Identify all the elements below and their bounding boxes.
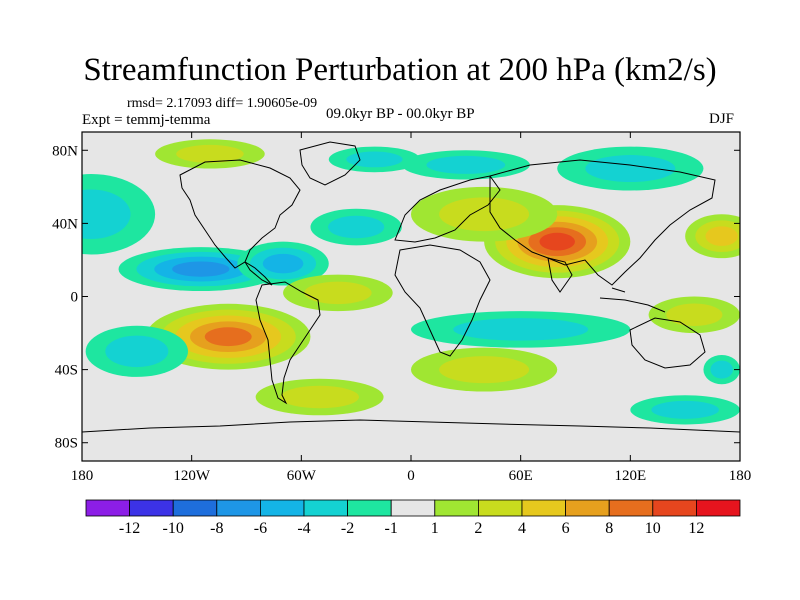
- coastline-north-america: [179, 159, 301, 286]
- lon-tick-label: 180: [729, 468, 752, 484]
- coastline-greenland: [299, 141, 361, 186]
- colorbar-label: 2: [474, 520, 482, 537]
- field-contour: [172, 261, 230, 277]
- field-contour: [346, 151, 403, 168]
- colorbar-label: -1: [385, 520, 398, 537]
- field-contour: [176, 144, 244, 163]
- field-contour: [262, 253, 304, 274]
- colorbar-label: -8: [210, 520, 223, 537]
- colorbar-swatch: [608, 499, 654, 517]
- field-contour: [204, 327, 252, 347]
- colorbar-swatch: [565, 499, 610, 517]
- coastline-africa: [394, 244, 491, 357]
- colorbar-swatch: [85, 499, 130, 517]
- field-contour: [585, 155, 676, 183]
- axis-ticks: 80N 40N 0 40S 80S 180 120W 60W 0 60E 120E 180: [52, 132, 751, 484]
- colorbar-swatch: [477, 499, 523, 517]
- field-contour: [439, 356, 530, 384]
- lon-tick-label: 120E: [614, 468, 646, 484]
- colorbar-swatch: [129, 499, 174, 517]
- coastlines: [82, 141, 740, 433]
- lat-tick-label: 0: [71, 290, 79, 306]
- field-contour: [304, 281, 372, 305]
- colorbar-label: 6: [562, 520, 570, 537]
- coastline-india: [547, 257, 573, 293]
- colorbar-label: 4: [518, 520, 526, 537]
- field-layer: [82, 139, 740, 425]
- field-contour: [666, 303, 723, 327]
- lon-tick-label: 180: [71, 468, 94, 484]
- colorbar-label: 10: [645, 520, 661, 537]
- colorbar-label: -12: [119, 520, 140, 537]
- colorbar-label: -4: [297, 520, 310, 537]
- coastline-south-america: [255, 281, 321, 405]
- field-contour: [539, 232, 575, 251]
- field-contour: [82, 189, 131, 239]
- colorbar-label: 8: [605, 520, 613, 537]
- colorbar-label: 12: [688, 520, 704, 537]
- coastline-asia: [489, 159, 716, 286]
- colorbar-label: 1: [431, 520, 439, 537]
- lat-tick-label: 40N: [52, 216, 78, 232]
- lat-tick-label: 80N: [52, 143, 78, 159]
- colorbar-swatch: [696, 499, 741, 517]
- coastline-europe: [394, 175, 501, 243]
- colorbar-swatch: [521, 499, 566, 517]
- colorbar-swatch: [172, 499, 218, 517]
- colorbar-swatch: [434, 499, 479, 517]
- coastline-indonesia: [599, 287, 666, 313]
- period-label: 09.0kyr BP - 00.0kyr BP: [326, 106, 475, 122]
- lon-tick-label: 60W: [287, 468, 317, 484]
- field-contour: [426, 155, 506, 174]
- coastline-australia: [629, 317, 706, 369]
- colorbar-swatch: [216, 499, 261, 517]
- coastline-antarctica: [82, 419, 740, 433]
- colorbar-label: -10: [163, 520, 184, 537]
- colorbar-swatch: [390, 499, 436, 517]
- season-label: DJF: [709, 111, 735, 127]
- stats-text: rmsd= 2.17093 diff= 1.90605e-09: [127, 96, 318, 111]
- colorbar-swatch: [303, 499, 348, 517]
- lat-tick-label: 80S: [55, 436, 78, 452]
- field-contour: [439, 197, 530, 232]
- page-title: Streamfunction Perturbation at 200 hPa (…: [83, 52, 717, 88]
- field-contour: [453, 318, 589, 341]
- field-contour: [328, 215, 385, 239]
- field-contour: [280, 385, 359, 409]
- colorbar-swatch: [652, 499, 697, 517]
- field-contour: [710, 360, 733, 379]
- colorbar-swatch: [259, 499, 305, 517]
- lat-tick-label: 40S: [55, 363, 78, 379]
- colorbar: -12 -10 -8 -6 -4 -2 -1 1 2 4 6 8 10 12: [85, 499, 741, 537]
- colorbar-label: -6: [254, 520, 267, 537]
- lon-tick-label: 60E: [509, 468, 533, 484]
- lon-tick-label: 120W: [173, 468, 211, 484]
- lon-tick-label: 0: [407, 468, 415, 484]
- field-contour: [705, 226, 738, 246]
- field-contour: [651, 400, 719, 419]
- colorbar-swatch: [347, 499, 392, 517]
- colorbar-label: -2: [341, 520, 354, 537]
- field-contour: [105, 335, 169, 368]
- experiment-label: Expt = temmj-temma: [82, 112, 211, 128]
